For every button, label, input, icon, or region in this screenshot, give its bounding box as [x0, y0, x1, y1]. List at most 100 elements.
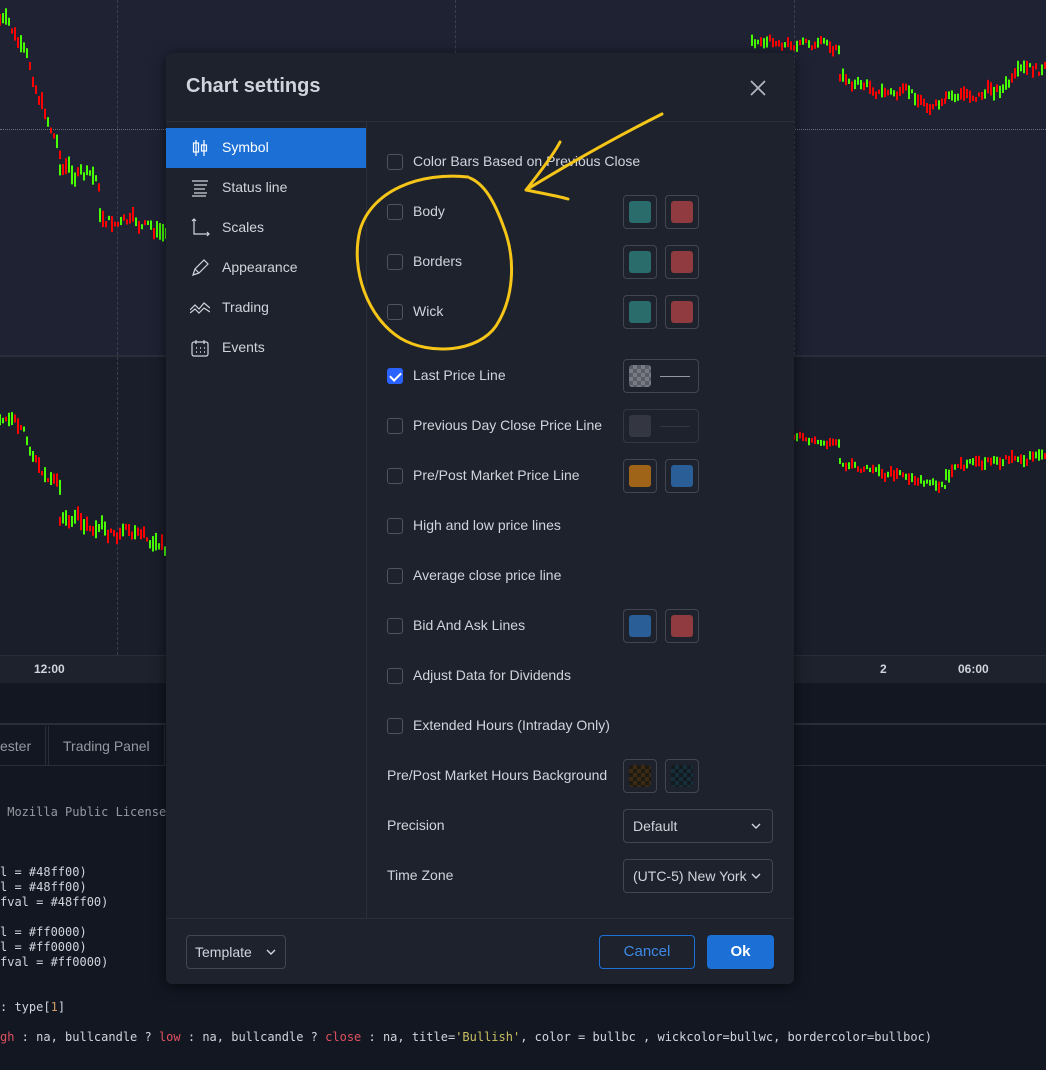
borders-up-color[interactable]	[623, 245, 657, 279]
sidebar-item-appearance[interactable]: Appearance	[166, 248, 366, 288]
option-label: Extended Hours (Intraday Only)	[413, 717, 610, 733]
sidebar-item-scales[interactable]: Scales	[166, 208, 366, 248]
borders-down-color[interactable]	[665, 245, 699, 279]
option-pre-post-price[interactable]: Pre/Post Market Price Line	[387, 466, 617, 490]
option-label: Precision	[387, 817, 445, 833]
color-fill	[629, 301, 651, 323]
color-fill	[629, 365, 651, 387]
bid-color[interactable]	[623, 609, 657, 643]
option-borders[interactable]: Borders	[387, 252, 587, 276]
option-precision: Precision	[387, 816, 587, 840]
sidebar-item-symbol[interactable]: Symbol	[166, 128, 366, 168]
body-down-color[interactable]	[665, 195, 699, 229]
option-label: Pre/Post Market Price Line	[413, 467, 580, 483]
settings-content: Color Bars Based on Previous Close Body …	[367, 122, 794, 918]
prev-day-close-style[interactable]	[623, 409, 699, 443]
option-extended-hours[interactable]: Extended Hours (Intraday Only)	[387, 716, 647, 740]
code-line: l = #48ff00)	[0, 880, 87, 894]
code-line: gh : na, bullcandle ? low : na, bullcand…	[0, 1030, 933, 1044]
color-fill	[629, 615, 651, 637]
option-timezone: Time Zone	[387, 866, 587, 890]
option-wick[interactable]: Wick	[387, 302, 587, 326]
option-label: Pre/Post Market Hours Background	[387, 767, 608, 783]
post-market-color[interactable]	[665, 459, 699, 493]
grid-line	[117, 0, 118, 355]
checkbox[interactable]	[387, 568, 403, 584]
status-line-icon	[192, 180, 208, 197]
template-label: Template	[195, 944, 252, 960]
checkbox[interactable]	[387, 468, 403, 484]
option-adjust-dividends[interactable]: Adjust Data for Dividends	[387, 666, 617, 690]
checkbox[interactable]	[387, 418, 403, 434]
sidebar-item-label: Trading	[222, 299, 269, 315]
option-label: Body	[413, 203, 445, 219]
code-line: l = #48ff00)	[0, 865, 87, 879]
code-line: l = #ff0000)	[0, 940, 87, 954]
color-fill	[629, 201, 651, 223]
checkbox[interactable]	[387, 518, 403, 534]
last-price-line-style[interactable]	[623, 359, 699, 393]
checkbox[interactable]	[387, 204, 403, 220]
option-label: Adjust Data for Dividends	[413, 667, 571, 683]
ok-button[interactable]: Ok	[707, 935, 774, 969]
tab-strategy-tester[interactable]: ester	[0, 726, 47, 766]
settings-sidebar: Symbol Status line Scales Appearance Tra…	[166, 122, 367, 918]
option-last-price-line[interactable]: Last Price Line	[387, 366, 607, 390]
tab-trading-panel[interactable]: Trading Panel	[48, 726, 165, 766]
option-body[interactable]: Body	[387, 202, 587, 226]
timezone-select[interactable]: (UTC-5) New York	[623, 859, 773, 893]
precision-select[interactable]: Default	[623, 809, 773, 843]
checkbox[interactable]	[387, 154, 403, 170]
post-market-bg-color[interactable]	[665, 759, 699, 793]
checkbox[interactable]	[387, 718, 403, 734]
pencil-icon	[192, 259, 209, 276]
trading-icon	[190, 302, 210, 314]
ask-color[interactable]	[665, 609, 699, 643]
scales-icon	[191, 218, 210, 237]
template-dropdown[interactable]: Template	[186, 935, 286, 969]
color-fill	[671, 765, 693, 787]
cancel-button[interactable]: Cancel	[599, 935, 695, 969]
sidebar-item-events[interactable]: Events	[166, 328, 366, 368]
option-label: High and low price lines	[413, 517, 561, 533]
line-sample	[660, 376, 690, 377]
checkbox[interactable]	[387, 618, 403, 634]
body-up-color[interactable]	[623, 195, 657, 229]
sidebar-item-label: Events	[222, 339, 265, 355]
code-line: Mozilla Public License	[0, 805, 167, 819]
chevron-down-icon	[751, 823, 761, 829]
sidebar-item-label: Symbol	[222, 139, 269, 155]
dialog-divider	[166, 918, 794, 919]
option-label: Borders	[413, 253, 463, 269]
pine-editor-code[interactable]: Mozilla Public License l = #48ff00) l = #4…	[0, 805, 932, 1045]
sidebar-item-label: Scales	[222, 219, 265, 235]
pre-market-bg-color[interactable]	[623, 759, 657, 793]
color-fill	[671, 615, 693, 637]
color-fill	[671, 251, 693, 273]
pre-market-color[interactable]	[623, 459, 657, 493]
option-bid-ask[interactable]: Bid And Ask Lines	[387, 616, 617, 640]
close-button[interactable]	[745, 75, 771, 101]
checkbox[interactable]	[387, 304, 403, 320]
option-label: Color Bars Based on Previous Close	[413, 153, 641, 169]
sidebar-item-status-line[interactable]: Status line	[166, 168, 366, 208]
wick-down-color[interactable]	[665, 295, 699, 329]
checkbox[interactable]	[387, 254, 403, 270]
option-avg-close[interactable]: Average close price line	[387, 566, 617, 590]
checkbox-checked[interactable]	[387, 368, 403, 384]
wick-up-color[interactable]	[623, 295, 657, 329]
time-axis-label: 06:00	[958, 662, 989, 676]
option-prev-day-close[interactable]: Previous Day Close Price Line	[387, 416, 617, 440]
color-fill	[629, 765, 651, 787]
sidebar-item-trading[interactable]: Trading	[166, 288, 366, 328]
checkbox[interactable]	[387, 668, 403, 684]
color-fill	[629, 415, 651, 437]
chevron-down-icon	[266, 949, 276, 955]
option-label: Time Zone	[387, 867, 454, 883]
price-series	[0, 8, 1046, 242]
option-high-low[interactable]: High and low price lines	[387, 516, 617, 540]
option-color-bars[interactable]: Color Bars Based on Previous Close	[387, 152, 767, 176]
code-line: fval = #48ff00)	[0, 895, 109, 909]
dialog-divider	[166, 121, 794, 122]
color-fill	[671, 201, 693, 223]
